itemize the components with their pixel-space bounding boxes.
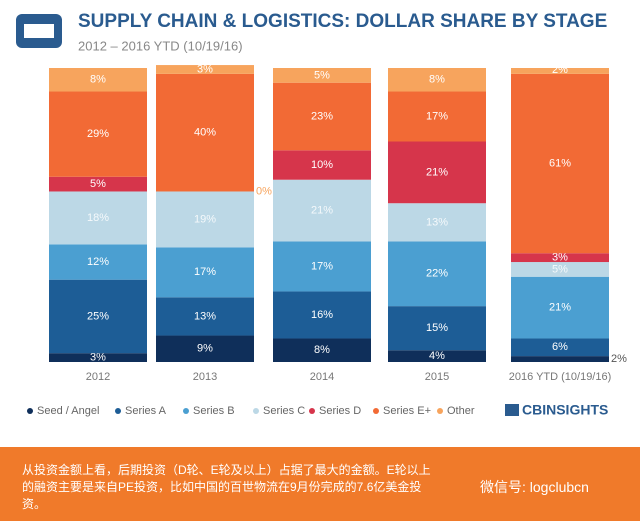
legend-label: Other: [447, 405, 475, 417]
value-label: 6%: [552, 341, 568, 353]
bar-segment: [49, 68, 147, 92]
bar-segment: [511, 68, 609, 74]
bar-segment: [49, 353, 147, 362]
bar-segment: [156, 247, 254, 298]
x-tick-label: 2013: [193, 371, 217, 383]
legend-label: Series A: [125, 405, 167, 417]
x-tick-label: 2015: [425, 371, 449, 383]
bar-segment: [156, 335, 254, 362]
legend-label: Seed / Angel: [37, 405, 99, 417]
legend-marker: [253, 408, 259, 414]
value-label: 3%: [552, 252, 568, 264]
value-label: 4%: [429, 350, 445, 362]
legend-label: Series D: [319, 405, 361, 417]
bar-segment: [273, 179, 371, 242]
bar-segment: [511, 253, 609, 263]
legend-label: Series B: [193, 405, 235, 417]
value-label: 19%: [194, 213, 216, 225]
value-label: 17%: [194, 266, 216, 278]
value-label: 5%: [552, 263, 568, 275]
value-label: 17%: [426, 110, 448, 122]
bar-segment: [511, 338, 609, 357]
value-label: 21%: [549, 302, 571, 314]
bar-segment: [273, 68, 371, 83]
bar-segment: [388, 141, 486, 204]
value-label: 15%: [426, 322, 448, 334]
value-label: 2%: [611, 353, 627, 365]
value-label: 13%: [426, 216, 448, 228]
legend-marker: [183, 408, 189, 414]
value-label: 2%: [552, 64, 568, 76]
value-label: 8%: [90, 74, 106, 86]
bar-segment: [388, 306, 486, 351]
value-label: 16%: [311, 309, 333, 321]
bar-segment: [49, 176, 147, 192]
bar-segment: [273, 82, 371, 151]
value-label: 61%: [549, 157, 571, 169]
bar-segment: [156, 297, 254, 336]
value-label: 29%: [87, 128, 109, 140]
bar-segment: [49, 279, 147, 354]
bar-segment: [388, 241, 486, 307]
bar-segment: [388, 68, 486, 92]
value-label: 17%: [311, 260, 333, 272]
banner: 从投资金额上看，后期投资（D轮、E轮及以上）占据了最大的金额。E轮以上的融资主要…: [0, 447, 640, 521]
bar-segment: [156, 73, 254, 192]
bar-segment: [388, 203, 486, 242]
x-tick-label: 2012: [86, 371, 110, 383]
value-label: 25%: [87, 310, 109, 322]
bar-segment: [273, 338, 371, 362]
value-label: 13%: [194, 310, 216, 322]
legend-marker: [373, 408, 379, 414]
legend-marker: [27, 408, 33, 414]
value-label: 3%: [90, 351, 106, 363]
x-tick-label: 2016 YTD (10/19/16): [509, 371, 612, 383]
bar-segment: [156, 65, 254, 74]
legend-marker: [115, 408, 121, 414]
legend-label: Series E+: [383, 405, 431, 417]
brand-mark: [505, 404, 519, 416]
bar-segment: [273, 241, 371, 292]
bar-segment: [273, 150, 371, 180]
bar-segment: [511, 262, 609, 277]
chart-title: SUPPLY CHAIN & LOGISTICS: DOLLAR SHARE B…: [78, 11, 607, 32]
x-tick-label: 2014: [310, 371, 334, 383]
bar-segment: [49, 244, 147, 280]
value-label: 21%: [426, 166, 448, 178]
value-label: 5%: [314, 69, 330, 81]
bar-segment: [273, 291, 371, 339]
value-label: 5%: [90, 178, 106, 190]
caption: 从投资金额上看，后期投资（D轮、E轮及以上）占据了最大的金额。E轮以上的融资主要…: [22, 463, 431, 511]
logo-mark: [24, 24, 54, 38]
brand: CBINSIGHTS: [522, 402, 608, 418]
bar-segment: [388, 91, 486, 142]
value-label: 10%: [311, 159, 333, 171]
value-label: 40%: [194, 127, 216, 139]
bar-segment: [156, 191, 254, 248]
bar-segment: [511, 276, 609, 339]
legend-marker: [437, 408, 443, 414]
value-label: 0%: [256, 185, 272, 197]
value-label: 18%: [87, 212, 109, 224]
value-label: 3%: [197, 63, 213, 75]
value-label: 21%: [311, 204, 333, 216]
bar-segment: [49, 91, 147, 177]
watermark: 微信号: logclubcn: [480, 479, 589, 495]
bar-segment: [49, 191, 147, 245]
bar-segment: [511, 73, 609, 254]
legend-marker: [309, 408, 315, 414]
value-label: 8%: [314, 344, 330, 356]
value-label: 9%: [197, 343, 213, 355]
legend-label: Series C: [263, 405, 305, 417]
chart: SUPPLY CHAIN & LOGISTICS: DOLLAR SHARE B…: [16, 11, 627, 418]
value-label: 8%: [429, 74, 445, 86]
value-label: 12%: [87, 256, 109, 268]
bar-segment: [511, 356, 609, 362]
value-label: 22%: [426, 268, 448, 280]
bar-segment: [388, 350, 486, 362]
value-label: 23%: [311, 110, 333, 122]
chart-subtitle: 2012 – 2016 YTD (10/19/16): [78, 38, 243, 53]
